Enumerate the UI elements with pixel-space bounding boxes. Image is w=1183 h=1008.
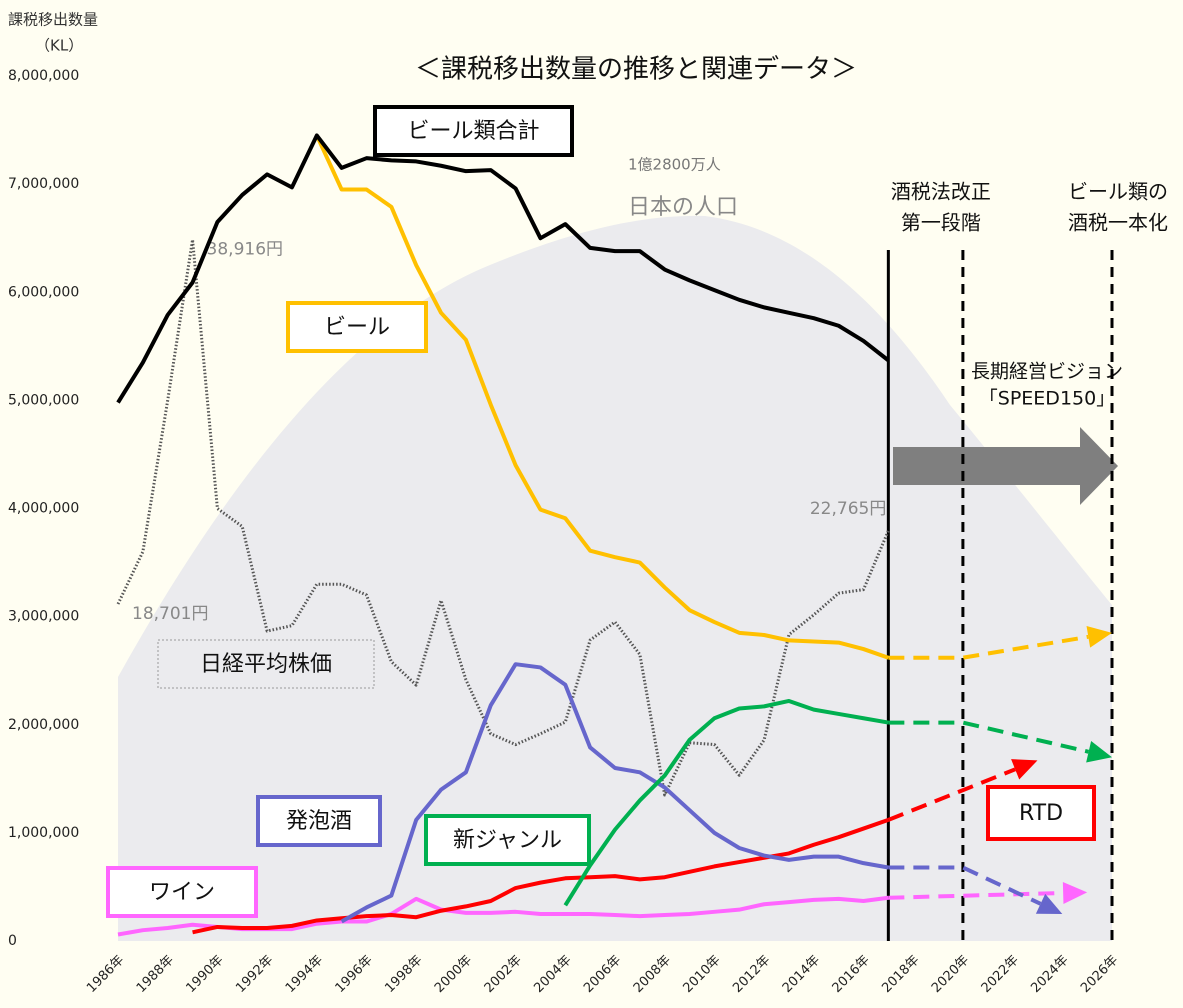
legend-label: ビール [324, 315, 390, 340]
projection-line [888, 865, 1042, 906]
legend-box [986, 785, 1096, 841]
y-axis-unit: （KL） [35, 37, 83, 55]
legend-label: RTD [1019, 801, 1063, 826]
population-peak-label: 1億2800万人 [628, 156, 721, 174]
legend-box [256, 795, 382, 847]
x-tick-label: 1988年 [134, 953, 177, 996]
x-tick-label: 2018年 [879, 953, 922, 996]
legend-label: 新ジャンル [453, 828, 562, 853]
projection-arrowhead [1086, 625, 1112, 648]
legend-label: ビール類合計 [407, 119, 539, 144]
x-tick-label: 1994年 [283, 953, 326, 996]
projection-arrowhead [1062, 882, 1088, 904]
y-axis-title: 課税移出数量 [8, 11, 98, 29]
event-label: 酒税一本化 [1068, 211, 1168, 235]
event-label: 第一段階 [901, 211, 981, 235]
projection-arrowhead [1035, 893, 1063, 914]
event-label: ビール類の [1068, 180, 1168, 204]
x-tick-label: 2008年 [631, 953, 674, 996]
series-line [116, 238, 890, 797]
x-tick-label: 1998年 [382, 953, 425, 996]
y-tick-label: 3,000,000 [8, 609, 79, 625]
x-tick-label: 2012年 [730, 953, 773, 996]
x-tick-label: 2016年 [830, 953, 873, 996]
population-area [118, 215, 1112, 941]
x-tick-label: 2004年 [531, 953, 574, 996]
x-tick-label: 2020年 [929, 953, 972, 996]
series-line [563, 698, 889, 907]
series-line [116, 133, 890, 404]
projection-line [888, 890, 1064, 900]
y-tick-label: 1,000,000 [8, 825, 79, 841]
x-tick-label: 2014年 [780, 953, 823, 996]
y-tick-label: 0 [8, 933, 17, 949]
y-tick-label: 6,000,000 [8, 284, 79, 300]
series-line [340, 662, 889, 924]
value-label: 22,765円 [810, 499, 886, 519]
projection-line [888, 634, 1089, 660]
legend-box [286, 301, 428, 353]
x-tick-label: 1996年 [333, 953, 376, 996]
x-tick-label: 2002年 [482, 953, 525, 996]
projection-line [887, 767, 1016, 822]
population-label: 日本の人口 [628, 195, 738, 220]
value-label: 38,916円 [207, 240, 283, 260]
x-tick-label: 1992年 [233, 953, 276, 996]
series-line [314, 134, 890, 660]
x-tick-label: 1990年 [184, 953, 227, 996]
legend-box [157, 639, 375, 689]
value-label: 18,701円 [132, 604, 208, 624]
legend-box [373, 105, 574, 157]
vision-arrow [893, 427, 1118, 505]
y-tick-label: 5,000,000 [8, 392, 79, 408]
legend-label: 日経平均株価 [200, 652, 332, 677]
x-tick-label: 2024年 [1028, 953, 1071, 996]
x-tick-label: 2010年 [681, 953, 724, 996]
x-tick-label: 2022年 [979, 953, 1022, 996]
y-tick-label: 4,000,000 [8, 501, 79, 517]
chart-title: ＜課税移出数量の推移と関連データ＞ [415, 55, 857, 85]
legend-label: ワイン [149, 880, 215, 905]
projection-arrowhead [1011, 759, 1038, 780]
y-tick-label: 8,000,000 [8, 68, 79, 84]
legend-box [424, 814, 591, 866]
vision-label: 「SPEED150」 [979, 388, 1115, 410]
x-tick-label: 2006年 [581, 953, 624, 996]
legend-label: 発泡酒 [286, 809, 352, 834]
y-tick-label: 2,000,000 [8, 717, 79, 733]
y-tick-label: 7,000,000 [8, 176, 79, 192]
legend-box [106, 866, 258, 918]
projection-arrowhead [1086, 741, 1112, 763]
vision-label: 長期経営ビジョン [971, 361, 1123, 383]
projection-line [888, 720, 1090, 754]
x-tick-label: 1986年 [84, 953, 127, 996]
x-tick-label: 2026年 [1078, 953, 1121, 996]
event-label: 酒税法改正 [891, 180, 991, 204]
x-tick-label: 2000年 [432, 953, 475, 996]
